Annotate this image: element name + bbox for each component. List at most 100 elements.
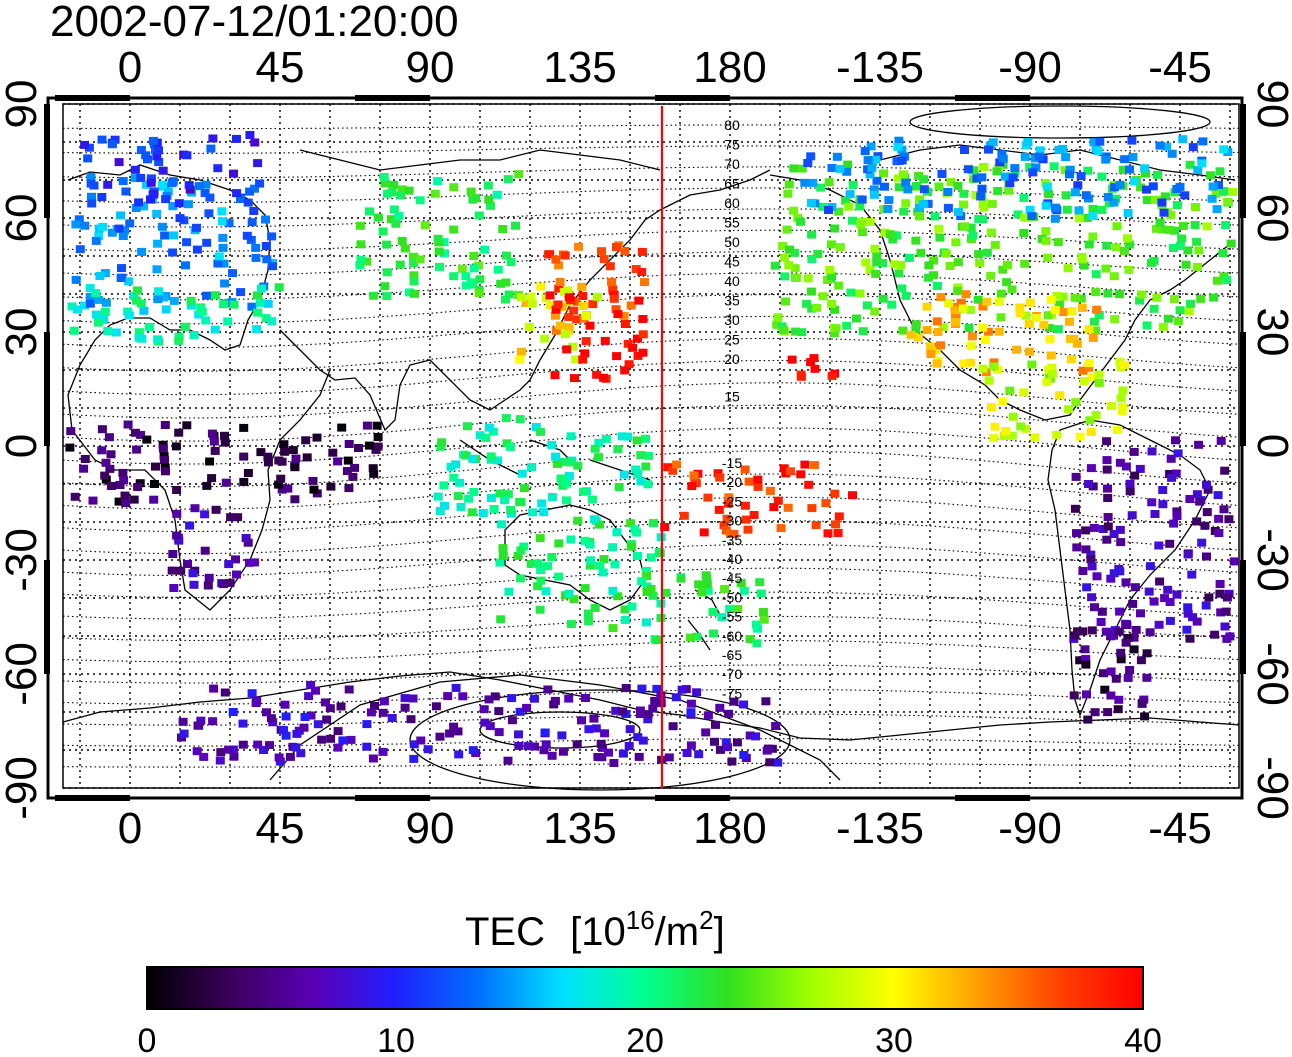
tec-cell-central-america xyxy=(1019,388,1029,397)
lon-tick-label-top: 45 xyxy=(256,43,305,92)
tec-cell-europe xyxy=(85,293,95,301)
tec-cell-north-america xyxy=(1206,171,1215,180)
tec-cell-siberia xyxy=(382,240,392,249)
tec-cell-mediterranean xyxy=(197,307,207,316)
tec-cell-canada-arctic xyxy=(1129,177,1139,186)
tec-cell-north-america xyxy=(913,207,923,216)
tec-cell-us-south xyxy=(967,332,977,341)
tec-cell-north-america xyxy=(888,235,898,244)
tec-cell-africa xyxy=(312,433,322,442)
tec-cell-north-america xyxy=(1136,183,1146,192)
contour-label: 75 xyxy=(724,137,740,153)
tec-cell-central-america xyxy=(1118,402,1128,411)
tec-cell-north-america xyxy=(834,207,844,216)
tec-cell-north-america xyxy=(1103,289,1113,298)
tec-cell-indonesia xyxy=(527,463,536,472)
tec-cell-south-america xyxy=(1171,436,1180,445)
tec-cell-south-america xyxy=(1155,577,1165,586)
tec-cell-hawaii xyxy=(809,354,819,363)
tec-cell-antarctica xyxy=(624,742,634,750)
tec-cell-europe xyxy=(80,301,89,310)
tec-cell-north-america xyxy=(790,248,800,257)
tec-cell-indonesia xyxy=(515,415,525,424)
tec-cell-south-america xyxy=(1216,436,1226,445)
tec-cell-north-america xyxy=(912,182,921,190)
tec-cell-africa xyxy=(239,423,249,432)
tec-cell-south-pacific xyxy=(740,465,750,474)
tec-cell-east-china xyxy=(559,288,569,297)
tec-cell-scandinavia xyxy=(255,179,265,188)
tec-cell-patagonia xyxy=(1106,667,1116,676)
magnetic-contour-line xyxy=(62,272,1240,301)
tec-cell-antarctica xyxy=(362,742,372,751)
tec-cell-new-zealand xyxy=(703,586,713,595)
tec-cell-mediterranean xyxy=(210,325,220,334)
tec-cell-southern-africa xyxy=(168,550,178,558)
tec-cell-south-america xyxy=(1078,627,1088,636)
tec-cell-us-south xyxy=(1084,325,1094,334)
tec-cell-siberia xyxy=(391,219,401,228)
tec-cell-north-america xyxy=(915,195,925,204)
colorbar-tick-label: 0 xyxy=(138,1022,157,1057)
magnetic-contour-line xyxy=(62,427,1240,465)
tec-cell-south-america xyxy=(1109,530,1119,538)
border-bar-bottom xyxy=(655,795,730,801)
tec-cell-central-america xyxy=(1091,411,1101,420)
tec-cell-north-america xyxy=(911,325,921,334)
tec-cell-siberia xyxy=(433,177,443,186)
tec-cell-canada-arctic xyxy=(976,192,986,201)
tec-cell-canada-arctic xyxy=(893,142,903,151)
tec-cell-us-south xyxy=(1046,295,1056,304)
tec-cell-south-america xyxy=(1219,505,1229,514)
tec-cell-east-china xyxy=(521,298,531,307)
tec-cell-us-south xyxy=(933,328,943,336)
tec-cell-antarctica xyxy=(507,716,517,725)
coastline-east-asia xyxy=(299,149,771,381)
tec-cell-north-america xyxy=(1184,307,1194,316)
tec-cell-north-america xyxy=(966,223,976,232)
tec-cell-mediterranean xyxy=(67,302,77,311)
border-bars xyxy=(44,95,1246,801)
tec-cell-southern-africa xyxy=(211,505,221,514)
tec-cell-us-south xyxy=(1025,298,1035,307)
tec-cell-us-south xyxy=(906,330,916,339)
tec-cell-new-zealand xyxy=(753,624,762,633)
tec-cell-africa xyxy=(372,421,382,430)
south-pole-contour-mid xyxy=(409,689,791,791)
tec-cell-siberia xyxy=(369,291,379,300)
tec-cell-canada-arctic xyxy=(1214,180,1223,189)
tec-cell-south-america xyxy=(1147,447,1157,456)
tec-cell-south-america xyxy=(1203,485,1213,494)
tec-cell-indonesia xyxy=(493,456,503,465)
tec-cell-antarctica xyxy=(484,695,494,704)
tec-cell-japan xyxy=(545,250,555,259)
tec-cell-australia xyxy=(646,585,656,593)
tec-cell-new-zealand xyxy=(733,605,743,614)
tec-cell-antarctica xyxy=(771,722,781,730)
tec-cell-africa xyxy=(279,440,289,449)
tec-cell-scandinavia xyxy=(213,164,223,173)
tec-cell-antarctica xyxy=(387,714,397,722)
tec-cell-north-america xyxy=(951,238,961,247)
tec-cell-north-america xyxy=(1183,246,1193,255)
tec-cell-south-america xyxy=(1165,598,1175,606)
tec-cell-north-america xyxy=(938,323,948,332)
tec-cell-south-america xyxy=(1145,628,1155,637)
lat-tick-label-right: -60 xyxy=(1248,642,1292,706)
tec-cell-indonesia xyxy=(464,494,474,503)
tec-cell-japan xyxy=(574,242,583,251)
tec-cell-antarctica xyxy=(209,684,219,693)
tec-cell-north-america xyxy=(813,250,823,258)
tec-cell-antarctica xyxy=(557,731,567,740)
tec-cell-patagonia xyxy=(1103,708,1113,717)
tec-cell-canada-arctic xyxy=(871,155,881,164)
magnetic-contour-line xyxy=(62,520,1240,555)
tec-cell-southern-africa xyxy=(176,566,186,575)
tec-cell-canada-arctic xyxy=(1188,143,1198,152)
tec-cell-north-america xyxy=(878,294,888,303)
tec-cell-scandinavia xyxy=(89,181,99,190)
tec-cell-us-south xyxy=(1050,306,1060,314)
tec-cell-south-pacific xyxy=(753,475,763,484)
tec-cell-central-america xyxy=(1112,426,1122,434)
